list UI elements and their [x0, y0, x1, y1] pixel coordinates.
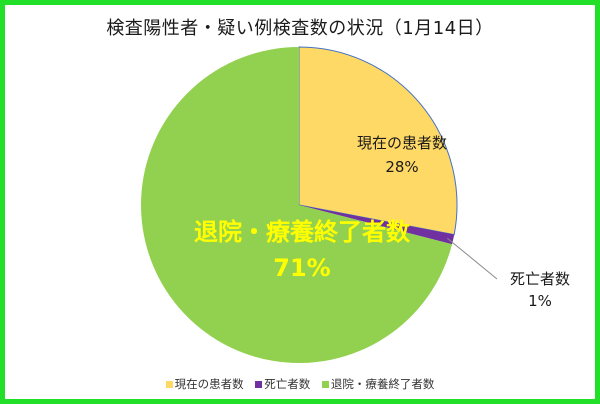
- legend-item-recovered: 退院・療養終了者数: [321, 376, 435, 392]
- slice-label-deaths-name: 死亡者数: [510, 270, 570, 288]
- pie-slice-recovered: [141, 47, 453, 364]
- legend-swatch-deaths: [255, 381, 263, 388]
- legend-label-recovered: 退院・療養終了者数: [330, 377, 435, 391]
- slice-label-current-patients-value: 28%: [385, 158, 418, 176]
- pie-slice-current-patients: [298, 46, 458, 236]
- legend-swatch-current-patients: [165, 381, 173, 388]
- pie-slices: [141, 46, 458, 364]
- slice-label-deaths-value: 1%: [528, 292, 552, 310]
- pie-slice-deaths: [299, 205, 455, 245]
- callout-line-deaths: [446, 237, 498, 280]
- legend-label-deaths: 死亡者数: [264, 377, 311, 391]
- chart-title: 検査陽性者・疑い例検査数の状況（1月14日）: [106, 18, 494, 39]
- legend-item-current-patients: 現在の患者数: [165, 376, 244, 392]
- legend-item-deaths: 死亡者数: [255, 376, 310, 392]
- slice-labels: 現在の患者数 28% 死亡者数 1% 退院・療養終了者数 71%: [194, 134, 570, 310]
- slice-label-recovered-value: 71%: [273, 254, 330, 282]
- legend-swatch-recovered: [321, 381, 329, 388]
- chart-legend: 現在の患者数 死亡者数 退院・療養終了者数: [0, 376, 600, 392]
- legend-label-current-patients: 現在の患者数: [174, 377, 244, 391]
- slice-label-recovered-name: 退院・療養終了者数: [194, 218, 411, 246]
- slice-label-current-patients-name: 現在の患者数: [357, 134, 447, 152]
